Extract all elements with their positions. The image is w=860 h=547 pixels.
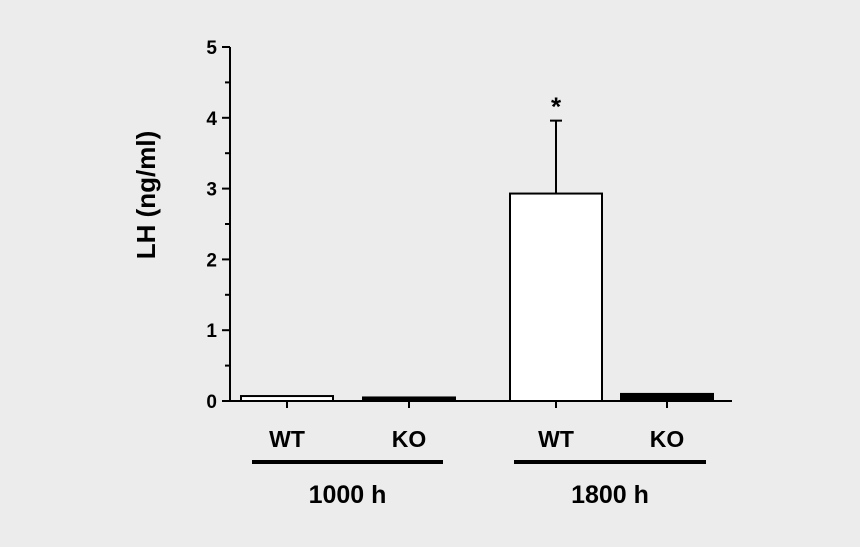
bar-wt-2 (509, 192, 603, 402)
significance-marker: * (551, 92, 562, 122)
group-label: 1000 h (309, 481, 387, 509)
y-tick-label: 2 (206, 250, 217, 271)
category-label: KO (650, 426, 685, 452)
group-bracket (252, 460, 443, 464)
y-tick-label: 1 (206, 321, 217, 342)
y-tick-label: 5 (206, 38, 217, 59)
category-label: KO (392, 426, 427, 452)
y-tick-label: 3 (206, 180, 217, 201)
category-label: WT (538, 426, 574, 452)
y-axis: 0 1 2 3 4 5 (206, 38, 231, 413)
y-axis-title: LH (ng/ml) (131, 131, 161, 260)
y-tick-label: 4 (206, 109, 217, 130)
y-tick-label: 0 (206, 392, 217, 413)
category-label: WT (269, 426, 305, 452)
bar-ko-2 (620, 392, 714, 403)
x-axis (230, 400, 732, 408)
category-labels: WT KO 1000 h WT KO 1800 h (252, 426, 706, 509)
bar-ko-1 (362, 396, 456, 402)
bar-wt-1 (240, 395, 334, 403)
bars: * (240, 92, 714, 403)
group-label: 1800 h (571, 481, 649, 509)
group-bracket (514, 460, 706, 464)
